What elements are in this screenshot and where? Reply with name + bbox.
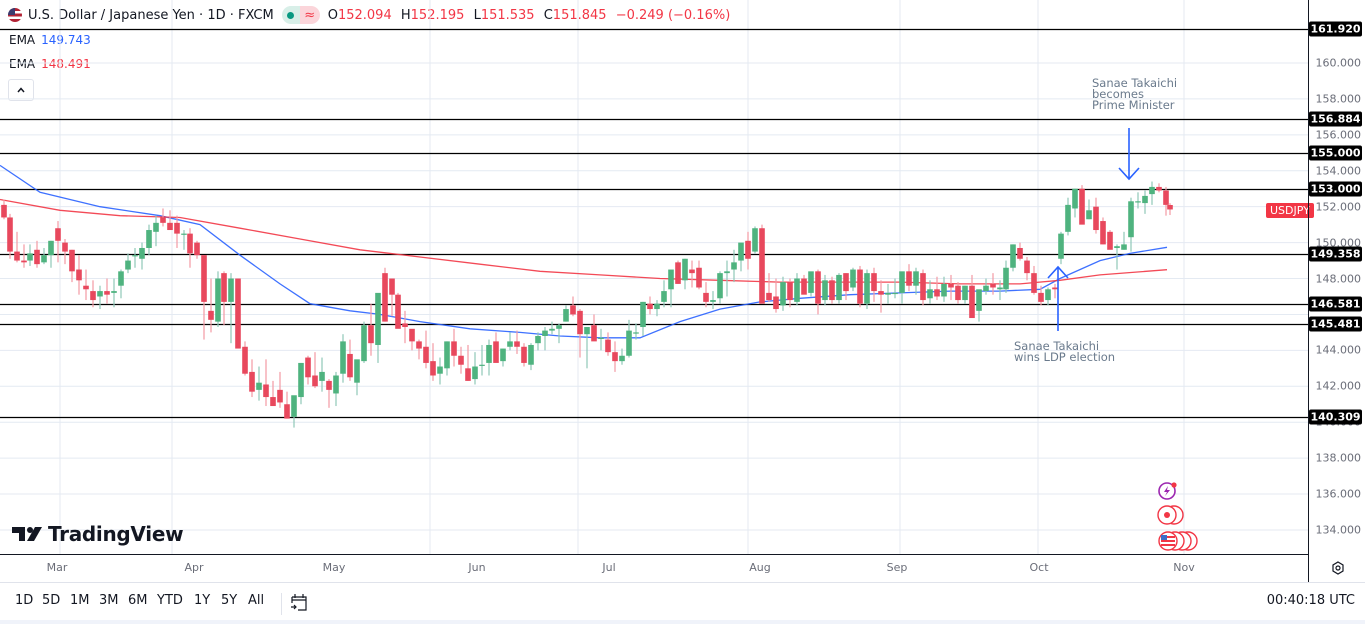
lightning-event-icon[interactable] [1158,482,1177,500]
price-tick-label: 160.000 [1315,56,1362,70]
symbol-title[interactable]: U.S. Dollar / Japanese Yen · 1D · FXCM [28,7,274,23]
us-economic-events-icon[interactable] [1158,531,1198,551]
price-level-tag[interactable]: 161.920 [1309,21,1362,37]
market-open-dot-icon [281,6,300,24]
open-label: O [327,7,338,23]
bottom-toolbar: 1D 5D 1M 3M 6M YTD 1Y 5Y All 00:40:18 UT… [0,582,1365,625]
price-tick-label: 144.000 [1315,343,1362,357]
price-tick-label: 156.000 [1315,128,1362,142]
month-tick-label: Aug [749,561,771,574]
range-ytd-button[interactable]: YTD [157,593,183,608]
month-tick-label: Nov [1173,561,1195,574]
tradingview-logo[interactable]: TradingView [12,522,184,546]
change-value: −0.249 (−0.16%) [615,7,731,23]
annotation-line: Prime Minister [1092,98,1175,112]
candles [1,181,1173,428]
chevron-up-icon [17,87,25,93]
high-label: H [400,7,411,23]
ema-label: EMA [9,57,36,71]
market-status-pill[interactable]: ≈ [281,6,320,24]
annotation-line: becomes [1092,87,1145,101]
annotation-line: Sanae Takaichi [1092,76,1178,90]
price-tick-label: 150.000 [1315,236,1362,250]
ema-lines [0,164,1168,339]
tradingview-logo-icon [12,527,42,541]
chart-grid [0,0,1308,554]
ema-fast-legend[interactable]: EMA 149.743 [9,33,91,47]
price-tick-label: 158.000 [1315,92,1362,106]
earnings-event-icon[interactable] [1157,505,1184,525]
bottom-strip [0,620,1365,624]
utc-clock[interactable]: 00:40:18 UTC [1266,593,1355,608]
range-all-button[interactable]: All [248,593,265,608]
month-tick-label: Oct [1029,561,1049,574]
price-level-tag[interactable]: 146.581 [1309,296,1362,312]
price-chart-plot[interactable] [0,0,1308,554]
annotation-prime-minister[interactable]: Sanae Takaichi becomes Prime Minister [1092,76,1178,112]
range-1m-button[interactable]: 1M [70,593,90,608]
ema-slow-legend[interactable]: EMA 148.491 [9,57,91,71]
price-axis[interactable]: 134.000136.000138.000140.000142.000144.0… [1308,0,1365,582]
open-value: 152.094 [337,7,392,23]
range-5y-button[interactable]: 5Y [221,593,238,608]
chart-header: U.S. Dollar / Japanese Yen · 1D · FXCM ≈… [0,0,1308,30]
range-3m-button[interactable]: 3M [99,593,119,608]
collapse-legend-button[interactable] [8,79,34,101]
price-tick-label: 136.000 [1315,487,1362,501]
low-label: L [473,7,481,23]
price-tick-label: 142.000 [1315,379,1362,393]
price-tick-label: 138.000 [1315,451,1362,465]
price-tick-label: 152.000 [1315,200,1362,214]
month-tick-label: Jun [468,561,486,574]
annotation-line: Sanae Takaichi [1014,339,1100,353]
high-value: 152.195 [410,7,465,23]
chart-settings-button[interactable] [1330,560,1346,576]
ema-label: EMA [9,33,36,47]
price-level-tag[interactable]: 149.358 [1309,246,1362,262]
annotation-arrows [1047,128,1140,331]
annotation-ldp-election[interactable]: Sanae Takaichi wins LDP election [1014,339,1116,364]
month-tick-label: May [322,561,346,574]
ohlc-values: O152.094 H152.195 L151.535 C151.845 −0.2… [328,8,736,23]
settings-hex-icon [1332,561,1344,575]
toolbar-divider [281,593,282,615]
close-value: 151.845 [552,7,607,23]
price-tick-label: 134.000 [1315,523,1362,537]
month-tick-label: Apr [184,561,204,574]
price-level-tag[interactable]: 155.000 [1309,145,1362,161]
price-level-tag[interactable]: 156.884 [1309,111,1362,127]
price-level-tag[interactable]: 153.000 [1309,181,1362,197]
price-tick-label: 154.000 [1315,164,1362,178]
range-5d-button[interactable]: 5D [42,593,61,608]
ema-slow-value: 148.491 [41,57,91,71]
delayed-data-icon: ≈ [299,6,320,24]
symbol-tag[interactable]: USDJPY [1266,203,1314,218]
ema-fast-value: 149.743 [41,33,91,47]
annotation-line: wins LDP election [1014,350,1116,364]
month-tick-label: Jul [602,561,616,574]
close-label: C [543,7,553,23]
us-japan-flag-icon [8,8,22,22]
time-axis[interactable]: Mar Apr May Jun Jul Aug Sep Oct Nov [0,554,1308,583]
range-6m-button[interactable]: 6M [128,593,148,608]
month-tick-label: Mar [46,561,68,574]
price-level-tag[interactable]: 140.309 [1309,409,1362,425]
price-tick-label: 148.000 [1315,272,1362,286]
logo-text: TradingView [48,522,184,546]
month-tick-label: Sep [886,561,908,574]
calendar-goto-icon[interactable] [289,592,309,612]
event-markers[interactable] [1154,480,1202,552]
range-1d-button[interactable]: 1D [15,593,34,608]
price-level-tag[interactable]: 145.481 [1309,316,1362,332]
low-value: 151.535 [480,7,535,23]
range-1y-button[interactable]: 1Y [194,593,211,608]
